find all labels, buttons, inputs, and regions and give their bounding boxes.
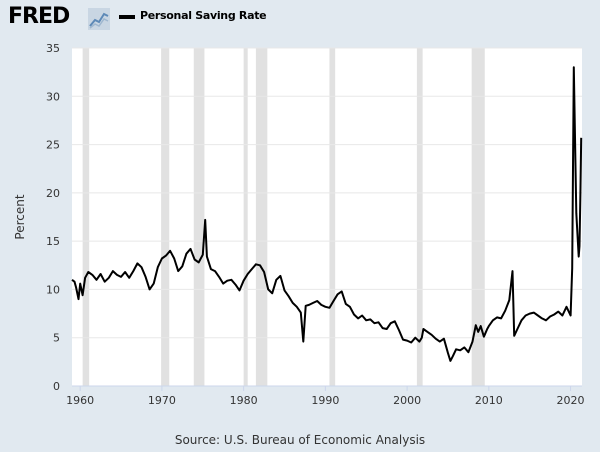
source-note: Source: U.S. Bureau of Economic Analysis — [174, 433, 426, 447]
y-axis-label: Percent — [13, 194, 27, 239]
y-tick-label: 25 — [46, 139, 60, 152]
fred-logo: FRED — [8, 4, 70, 29]
y-tick-label: 0 — [53, 380, 60, 393]
series-layer — [71, 66, 583, 362]
recession-band — [471, 48, 485, 386]
legend-swatch — [119, 15, 135, 19]
y-tick-label: 15 — [46, 235, 60, 248]
recession-band — [82, 48, 90, 386]
x-tick-label: 2010 — [475, 394, 503, 407]
y-tick-label: 5 — [53, 332, 60, 345]
recession-band — [255, 48, 268, 386]
plot-background — [72, 48, 582, 386]
y-tick-label: 20 — [46, 187, 60, 200]
x-tick-label: 1960 — [66, 394, 94, 407]
recession-band — [193, 48, 205, 386]
recession-shading — [82, 48, 485, 386]
x-tick-labels: 1960 1970 1980 1990 2000 2010 2020 — [66, 386, 585, 407]
x-tick-label: 1990 — [311, 394, 339, 407]
recession-band — [416, 48, 423, 386]
y-tick-labels: 0 5 10 15 20 25 30 35 — [46, 42, 60, 393]
x-tick-label: 2020 — [557, 394, 585, 407]
x-tick-label: 1970 — [148, 394, 176, 407]
x-tick-label: 1980 — [230, 394, 258, 407]
y-tick-label: 30 — [46, 90, 60, 103]
grid-lines — [72, 47, 582, 387]
y-tick-label: 35 — [46, 42, 60, 55]
x-tick-label: 2000 — [393, 394, 421, 407]
recession-band — [161, 48, 170, 386]
recession-band — [243, 48, 248, 386]
recession-band — [329, 48, 336, 386]
series-line-personal-saving-rate — [71, 66, 583, 362]
y-tick-label: 10 — [46, 283, 60, 296]
chart-header: FRED Personal Saving Rate — [0, 0, 600, 36]
line-chart-icon — [88, 8, 110, 30]
legend-label: Personal Saving Rate — [140, 9, 267, 22]
